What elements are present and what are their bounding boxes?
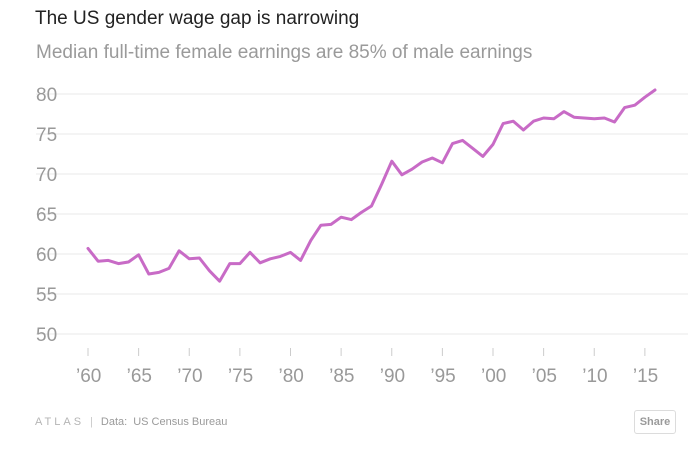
- x-tick-label: ’10: [582, 366, 607, 387]
- chart-title: The US gender wage gap is narrowing: [35, 8, 360, 29]
- y-tick-label: 80: [36, 85, 57, 106]
- x-tick-label: ’75: [228, 366, 253, 387]
- source-name: US Census Bureau: [133, 416, 228, 428]
- y-tick-label: 70: [36, 165, 57, 186]
- y-tick-label: 60: [36, 245, 57, 266]
- footer-separator: |: [90, 416, 93, 428]
- source-label: Data:: [100, 416, 128, 428]
- y-tick-label: 55: [36, 285, 57, 306]
- x-tick-label: ’00: [481, 366, 506, 387]
- x-tick-label: ’65: [127, 366, 152, 387]
- x-tick-label: ’90: [380, 366, 405, 387]
- atlas-logo[interactable]: ATLAS: [35, 416, 85, 428]
- footer: ATLAS | Data: US Census Bureau: [35, 412, 227, 432]
- x-tick-label: ’80: [279, 366, 304, 387]
- y-tick-label: 65: [36, 205, 57, 226]
- grid-lines: [36, 93, 688, 335]
- x-tick-label: ’70: [177, 366, 202, 387]
- share-button[interactable]: Share: [634, 410, 676, 434]
- y-tick-label: 75: [36, 125, 57, 146]
- chart-subtitle: Median full-time female earnings are 85%…: [36, 42, 533, 63]
- x-tick-label: ’15: [633, 366, 658, 387]
- y-axis: 50 55 60 65 70 75 80: [36, 85, 57, 346]
- x-tick-label: ’60: [76, 366, 101, 387]
- x-axis: ’60 ’65 ’70 ’75 ’80 ’85 ’90 ’95 ’00 ’05 ’10 ’15: [76, 348, 658, 387]
- series-layer: [86, 88, 657, 283]
- y-tick-label: 50: [36, 325, 57, 346]
- x-tick-label: ’95: [430, 366, 455, 387]
- x-tick-label: ’85: [329, 366, 354, 387]
- x-tick-label: ’05: [532, 366, 557, 387]
- series-line: [86, 88, 657, 283]
